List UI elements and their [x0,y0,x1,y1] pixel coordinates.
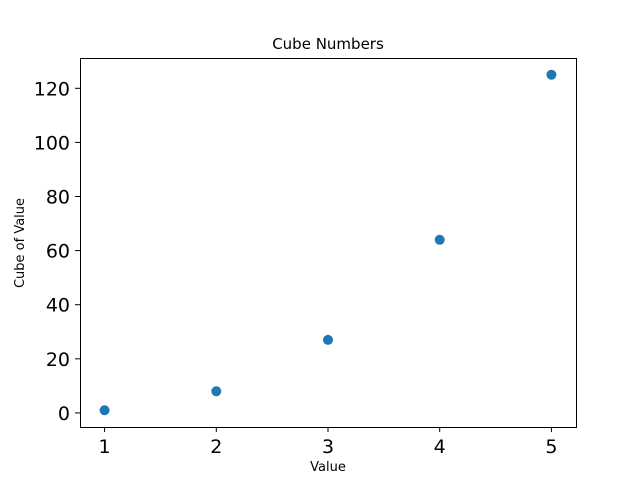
data-point [323,334,333,345]
x-axis-ticks: 1 2 3 4 5 [99,427,557,458]
chart-title: Cube Numbers [272,35,384,53]
data-point [99,405,110,416]
y-tick-label: 60 [46,241,70,263]
y-tick-label: 120 [34,78,70,100]
y-axis-label: Cube of Value [13,198,28,288]
x-tick-label: 1 [99,436,111,458]
data-point [434,234,445,245]
plot-area: 1 2 3 4 5 0 20 40 60 80 100 120 [34,58,577,458]
y-tick-label: 80 [46,187,70,209]
y-tick-label: 0 [58,403,70,425]
data-point [211,386,222,397]
x-tick-label: 3 [322,436,334,458]
x-tick-label: 4 [434,436,446,458]
data-point [546,69,557,80]
y-axis-ticks: 0 20 40 60 80 100 120 [34,78,80,425]
data-points [99,69,557,416]
x-tick-label: 5 [545,436,557,458]
y-tick-label: 20 [46,349,70,371]
x-tick-label: 2 [210,436,222,458]
y-tick-label: 100 [34,132,70,154]
axes-frame [80,58,577,428]
x-axis-label: Value [310,460,346,475]
y-tick-label: 40 [46,295,70,317]
